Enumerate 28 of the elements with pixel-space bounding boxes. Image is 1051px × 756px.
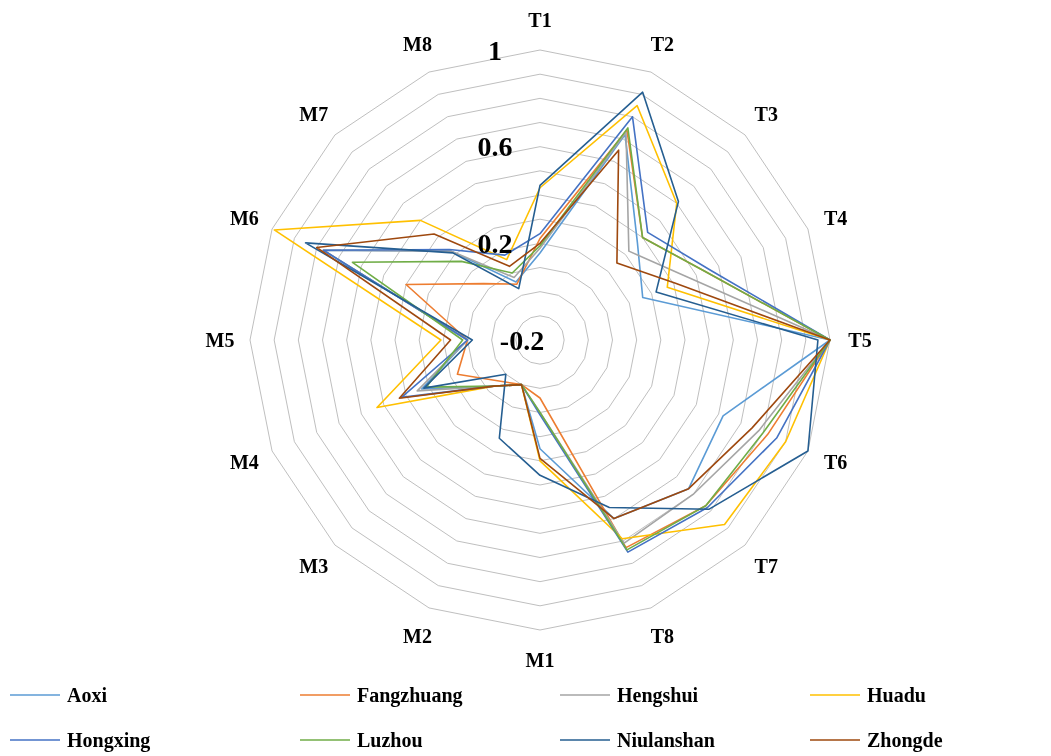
spoke-label: M4 — [229, 451, 259, 474]
spoke-label: M8 — [403, 33, 432, 56]
spoke-label: T5 — [848, 329, 872, 351]
spoke-label: T6 — [823, 451, 848, 474]
legend-label: Zhongde — [867, 729, 943, 752]
spoke-label: M7 — [299, 102, 329, 125]
spoke-label: T7 — [754, 555, 778, 578]
legend-label: Hengshui — [617, 684, 699, 707]
spoke-label: M6 — [229, 206, 259, 229]
spoke-label: M1 — [525, 649, 555, 671]
spoke-label: M2 — [403, 624, 432, 647]
spoke-label: T8 — [650, 624, 675, 647]
legend-label: Niulanshan — [617, 729, 715, 751]
legend-label: Huadu — [867, 684, 926, 706]
y-tick-label: -0.2 — [499, 324, 545, 356]
legend-label: Hongxing — [67, 729, 151, 752]
spoke-label: T3 — [754, 102, 778, 125]
y-tick-label: 1 — [488, 34, 502, 66]
spoke-label: T4 — [823, 206, 848, 229]
legend-label: Aoxi — [67, 684, 108, 706]
spoke-label: M5 — [205, 329, 235, 351]
spoke-label: T2 — [650, 33, 675, 56]
spoke-label: T1 — [528, 9, 552, 31]
y-tick-label: 0.2 — [477, 228, 513, 260]
legend-label: Luzhou — [357, 729, 423, 751]
legend-label: Fangzhuang — [357, 684, 463, 707]
spoke-label: M3 — [299, 555, 329, 578]
y-tick-label: 0.6 — [477, 131, 513, 163]
